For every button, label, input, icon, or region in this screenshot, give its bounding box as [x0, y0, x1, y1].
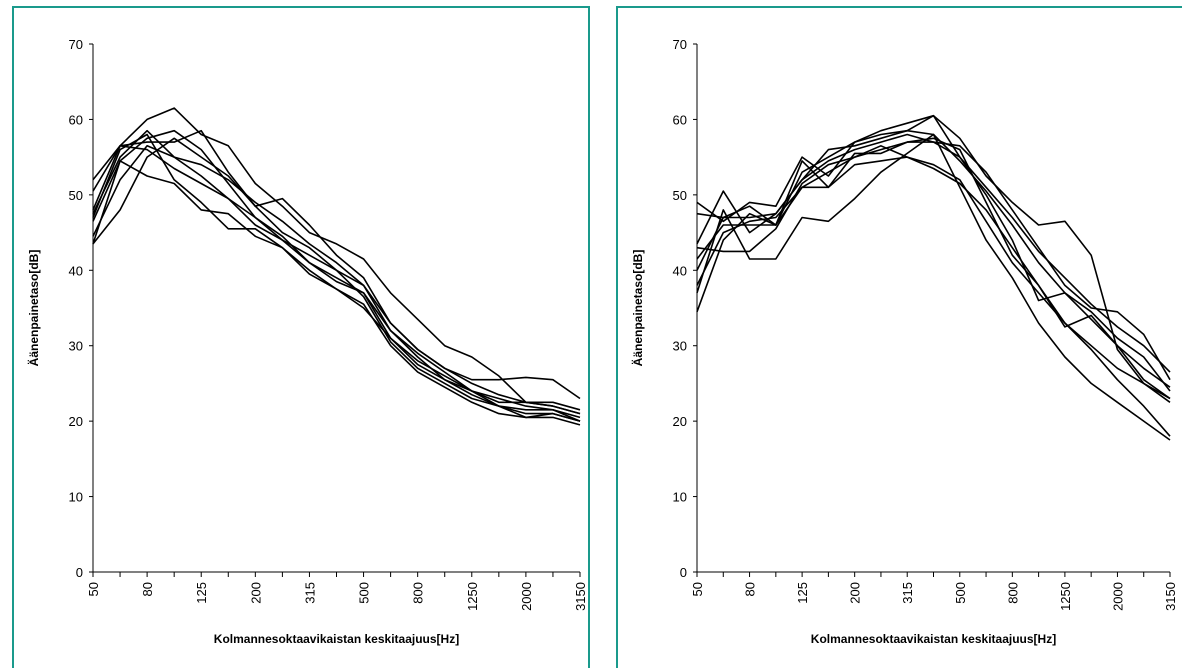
x-axis-title: Kolmannesoktaavikaistan keskitaajuus[Hz]: [214, 632, 459, 646]
y-tick-label: 70: [673, 37, 687, 52]
y-tick-label: 50: [69, 188, 83, 203]
x-tick-label: 125: [194, 582, 209, 604]
x-tick-label: 800: [411, 582, 426, 604]
series-line-3: [696, 114, 1171, 392]
y-tick-label: 30: [673, 339, 687, 354]
series-line-1: [92, 107, 581, 415]
y-axis-title: Äänenpainetaso[dB]: [630, 250, 645, 367]
x-tick-label: 80: [140, 582, 155, 596]
y-axis-title: Äänenpainetaso[dB]: [26, 250, 41, 367]
series-line-7: [92, 160, 581, 422]
x-tick-label: 200: [248, 582, 263, 604]
x-tick-label: 50: [86, 582, 101, 596]
y-tick-label: 20: [673, 414, 687, 429]
series-line-9: [92, 145, 581, 415]
x-tick-label: 3150: [573, 582, 588, 611]
x-tick-label: 500: [953, 582, 968, 604]
x-tick-label: 315: [900, 582, 915, 604]
x-tick-label: 2000: [519, 582, 534, 611]
chart-panel-right: 0 10 20 30 40 50 60 70 50 80 125 200 315 500 800 1250 20…: [616, 6, 1182, 668]
line-chart-right: 0 10 20 30 40 50 60 70 50 80 125 200 315 500 800 1250 20…: [630, 37, 1178, 646]
chart-panel-left: 0 10 20 30 40 50 60 70 50 80 125 200 315 500 800 1250 20…: [12, 6, 590, 668]
x-tick-label: 315: [302, 582, 317, 604]
series-line-8: [92, 145, 581, 419]
series-line-4: [92, 129, 581, 422]
x-tick-label: 50: [690, 582, 705, 596]
x-tick-label: 2000: [1110, 582, 1125, 611]
series-line-4: [696, 137, 1171, 400]
y-tick-label: 0: [680, 565, 687, 580]
y-tick-label: 50: [673, 188, 687, 203]
y-tick-label: 70: [69, 37, 83, 52]
x-tick-label: 200: [848, 582, 863, 604]
series-line-1: [696, 114, 1171, 400]
x-tick-label: 125: [795, 582, 810, 604]
x-tick-label: 80: [743, 582, 758, 596]
series-line-2: [696, 141, 1171, 381]
y-tick-label: 60: [673, 112, 687, 127]
series-line-5: [696, 156, 1171, 403]
series-line-2: [92, 129, 581, 400]
y-tick-label: 40: [69, 263, 83, 278]
x-tick-label: 500: [357, 582, 372, 604]
x-tick-label: 1250: [1058, 582, 1073, 611]
y-tick-label: 10: [673, 490, 687, 505]
x-axis-title: Kolmannesoktaavikaistan keskitaajuus[Hz]: [811, 632, 1056, 646]
series-line-8: [696, 133, 1171, 373]
series-line-6: [696, 133, 1171, 441]
x-tick-label: 800: [1005, 582, 1020, 604]
y-tick-label: 30: [69, 339, 83, 354]
y-tick-label: 20: [69, 414, 83, 429]
y-tick-label: 0: [76, 565, 83, 580]
x-tick-label: 3150: [1163, 582, 1178, 611]
x-tick-label: 1250: [465, 582, 480, 611]
y-tick-label: 60: [69, 112, 83, 127]
y-tick-label: 10: [69, 490, 83, 505]
series-line-9: [696, 129, 1171, 388]
y-tick-label: 40: [673, 263, 687, 278]
line-chart-left: 0 10 20 30 40 50 60 70 50 80 125 200 315 500 800 1250 20…: [26, 37, 588, 646]
series-line-7: [696, 145, 1171, 437]
